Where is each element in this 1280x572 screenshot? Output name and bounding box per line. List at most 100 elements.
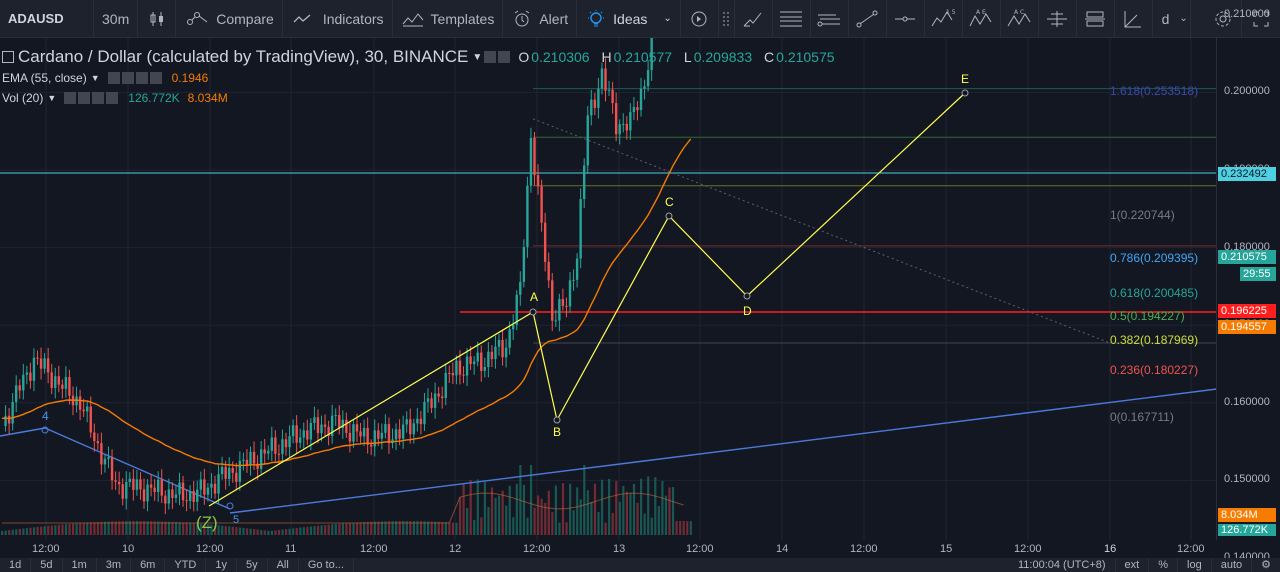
drag-handle[interactable] (719, 0, 735, 38)
candle-body (284, 439, 288, 448)
range-button-5d[interactable]: 5d (31, 558, 63, 572)
candle-body (39, 358, 43, 369)
candle-body (245, 459, 249, 466)
volume-bar (299, 527, 302, 535)
volume-label[interactable]: Vol (20) (2, 91, 44, 105)
close-value: 0.210575 (776, 49, 835, 65)
range-button-5y[interactable]: 5y (237, 558, 268, 572)
interval-selector[interactable]: 30m (94, 0, 139, 38)
gear-icon[interactable]: ⚙ (1261, 559, 1271, 571)
range-button-1d[interactable]: 1d (0, 558, 32, 572)
range-button-1m[interactable]: 1m (63, 558, 97, 572)
time-axis[interactable]: 12:00 10 12:00 11 12:00 12 12:00 13 12:00 14 12:00… (0, 540, 1218, 558)
ema-line (1, 138, 692, 467)
alert-button[interactable]: Alert (503, 0, 578, 38)
tool-elliott-impulse-button[interactable]: 1 5 (925, 0, 963, 38)
indicators-button[interactable]: Indicators (283, 0, 393, 38)
tool-channel-button[interactable] (811, 0, 849, 38)
candle-body (224, 466, 227, 479)
tool-angle-button[interactable] (1115, 0, 1153, 38)
tool-brush-button[interactable] (735, 0, 773, 38)
range-button-all[interactable]: All (268, 558, 299, 572)
eye-icon[interactable] (107, 72, 120, 84)
range-button-3m[interactable]: 3m (97, 558, 132, 572)
candle-body (199, 479, 202, 490)
volume-bar (61, 524, 64, 535)
close-icon[interactable] (106, 92, 119, 104)
tool-align-button[interactable] (1039, 0, 1077, 38)
elliott-correction-icon: A E (969, 9, 992, 26)
auto-toggle[interactable]: auto (1212, 558, 1253, 572)
chart-pane[interactable]: A B C D E 4 5 (Z) 1.618(0.253518) 1(0.220744) 0.7… (0, 38, 1217, 540)
volume-bar (405, 521, 408, 535)
percent-toggle[interactable]: % (1149, 558, 1179, 572)
close-icon[interactable] (149, 72, 162, 84)
eye-icon[interactable] (484, 51, 497, 63)
more-tools-dropdown[interactable]: d ⌄ (1153, 0, 1191, 38)
candle-body (480, 352, 483, 371)
compare-button[interactable]: Compare (176, 0, 283, 38)
caret-down-icon[interactable]: ▼ (90, 73, 100, 83)
pattern-point-a (529, 308, 537, 316)
goto-button[interactable]: Go to... (299, 558, 354, 572)
volume-bar (529, 465, 533, 535)
candle-body (46, 358, 50, 373)
volume-bar (444, 522, 447, 535)
clock[interactable]: 11:00:04 (UTC+8) (1009, 558, 1116, 572)
fullscreen-button[interactable] (1242, 0, 1280, 38)
collapse-icon[interactable] (2, 51, 14, 63)
log-toggle[interactable]: log (1178, 558, 1212, 572)
volume-bar (654, 477, 657, 535)
high-label: H (601, 49, 612, 65)
candle-body (433, 393, 437, 408)
price-axis[interactable]: 0.2600000.2500000.2400000.2300000.220000… (1218, 8, 1280, 563)
price-chart[interactable]: A B C D E 4 5 (Z) 1.618(0.253518) 1(0.220744) 0.7… (0, 38, 1217, 540)
ema-badge: 0.194557 (1218, 320, 1276, 334)
volume-bar (490, 487, 494, 535)
settings-icon[interactable] (121, 72, 134, 84)
settings-icon[interactable] (78, 92, 91, 104)
pattern-point-e (961, 89, 969, 97)
eye-icon[interactable] (64, 92, 77, 104)
ema-label[interactable]: EMA (55, close) (2, 71, 87, 85)
volume-bar (473, 519, 476, 535)
time-tick-label: 16 (1104, 543, 1117, 555)
settings-button[interactable] (1204, 0, 1242, 38)
candle-body (497, 339, 501, 347)
templates-button[interactable]: Templates (393, 0, 504, 38)
volume-bar (689, 521, 692, 535)
more-tools-label: d (1161, 10, 1170, 27)
symbol-search[interactable]: ADAUSD (0, 0, 94, 38)
tool-distribute-button[interactable] (1077, 0, 1115, 38)
range-button-6m[interactable]: 6m (131, 558, 166, 572)
volume-bar (384, 521, 387, 535)
settings-icon[interactable] (498, 51, 511, 63)
symbol-title[interactable]: Cardano / Dollar (calculated by TradingV… (18, 47, 469, 66)
volume-bar (501, 490, 504, 535)
candle-body (632, 107, 636, 113)
caret-down-icon[interactable]: ▼ (472, 51, 483, 63)
tool-elliott-abc-button[interactable]: A C (1001, 0, 1039, 38)
pattern-label-d: D (743, 304, 752, 318)
add-icon[interactable] (92, 92, 105, 104)
volume-bar (572, 510, 575, 535)
volume-bar (171, 521, 174, 535)
ext-toggle[interactable]: ext (1116, 558, 1150, 572)
replay-button[interactable] (681, 0, 719, 38)
add-icon[interactable] (135, 72, 148, 84)
tool-trendline-button[interactable] (849, 0, 887, 38)
candle-body (455, 360, 458, 376)
caret-down-icon[interactable]: ▼ (47, 93, 57, 103)
candle-body (206, 487, 210, 495)
tool-elliott-correction-button[interactable]: A E (963, 0, 1001, 38)
candle-body (327, 426, 330, 436)
range-button-ytd[interactable]: YTD (165, 558, 207, 572)
tool-fib-button[interactable] (773, 0, 811, 38)
range-button-1y[interactable]: 1y (206, 558, 237, 572)
tool-hline-button[interactable] (887, 0, 925, 38)
volume-bar (253, 529, 256, 535)
fib-level-label: 0(0.167711) (1110, 410, 1174, 424)
ideas-button[interactable]: Ideas ⌄ (577, 0, 681, 38)
candle-body (483, 367, 486, 371)
chart-style-button[interactable] (138, 0, 177, 38)
